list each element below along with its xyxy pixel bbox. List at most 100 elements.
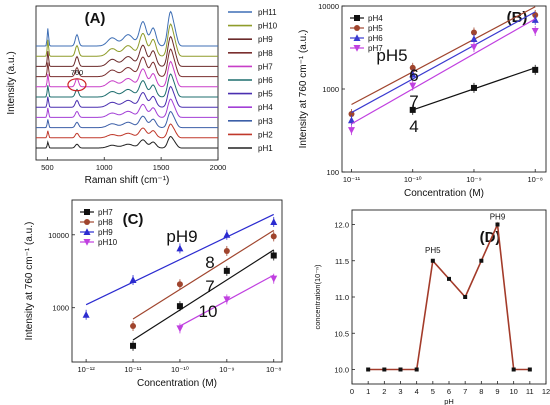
panel-a-spectrum-ph4 — [36, 98, 218, 118]
panel-b-legend-marker — [353, 34, 361, 41]
panel-b-point-ph7 — [409, 82, 417, 90]
panel-c: 10⁻¹² 10⁻¹¹ 10⁻¹⁰ 10⁻⁹ 10⁻⁸ 1000 10000 Concentr… — [24, 199, 283, 389]
panel-a-legend-label: pH1 — [258, 144, 273, 153]
panel-a-legend-label: pH10 — [258, 22, 278, 31]
panel-b-curve-label: 4 — [409, 117, 418, 136]
panel-d-label: (D) — [480, 229, 501, 246]
panel-b-point-ph4 — [470, 84, 477, 91]
panel-d-point — [511, 367, 516, 372]
panel-d-x-tick-label: 0 — [350, 387, 354, 396]
panel-b-curve-label: pH5 — [376, 46, 407, 65]
panel-c-x-tick-label: 10⁻¹¹ — [124, 365, 142, 374]
panel-c-curve-label: 10 — [199, 302, 218, 321]
panel-b-y-tick-label: 10000 — [318, 2, 339, 11]
panel-a-spectrum-ph8 — [36, 48, 218, 78]
panel-a-y-label: Intensity (a.u.) — [6, 51, 17, 114]
panel-a-spectrum-ph5 — [36, 85, 218, 108]
panel-a-legend-label: pH4 — [258, 103, 273, 112]
panel-d-y-label: concentration(10⁻ⁿ) — [313, 264, 322, 330]
panel-b-point-ph4 — [409, 106, 416, 113]
panel-a-label: (A) — [85, 10, 106, 27]
panel-b-y-tick-label: 1000 — [322, 85, 339, 94]
panel-c-curve-label: pH9 — [166, 227, 197, 246]
panel-d-annotation-ph9: PH9 — [490, 213, 506, 222]
panel-b-legend-marker — [354, 25, 360, 31]
panel-d-annotation-ph5: PH5 — [425, 246, 441, 255]
panel-a-spectrum-ph2 — [36, 123, 218, 139]
panel-b-legend-marker — [354, 15, 360, 21]
panel-b-curve-label: 7 — [409, 92, 418, 111]
panel-b-point-ph5 — [348, 110, 355, 117]
panel-c-point-ph9 — [129, 276, 137, 283]
panel-b-x-tick-label: 10⁻⁹ — [466, 175, 482, 184]
panel-b-point-ph6 — [347, 116, 355, 124]
panel-c-fit-ph7 — [132, 249, 275, 341]
panel-c-legend-label: pH10 — [98, 238, 118, 247]
panel-d-x-tick-label: 9 — [495, 387, 499, 396]
panel-c-point-ph7 — [130, 342, 137, 349]
panel-a-760-circle — [67, 78, 87, 92]
panel-c-point-ph9 — [176, 244, 184, 252]
panel-a-spectrum-ph7 — [36, 60, 218, 88]
panel-c-legend-marker — [84, 219, 90, 225]
panel-a-legend-label: pH6 — [258, 76, 273, 85]
panel-d-x-tick-label: 2 — [382, 387, 386, 396]
panel-b-x-tick-label: 10⁻¹¹ — [343, 175, 361, 184]
panel-a-legend-label: pH3 — [258, 117, 273, 126]
panel-c-point-ph7 — [223, 267, 230, 274]
panel-b-point-ph6 — [470, 35, 478, 43]
panel-a-legend-label: pH11 — [258, 8, 277, 17]
panel-c-y-tick-label: 1000 — [52, 304, 69, 313]
panel-c-fit-ph8 — [132, 229, 275, 320]
panel-d-point — [430, 258, 435, 263]
panel-c-legend-label: pH7 — [98, 208, 113, 217]
panel-a-frame — [35, 5, 219, 161]
panel-c-curve-label: 7 — [205, 277, 214, 296]
panel-c-point-ph8 — [270, 233, 277, 240]
panel-c-legend-marker — [83, 228, 91, 235]
panel-c-point-ph8 — [223, 247, 230, 254]
panel-c-point-ph8 — [130, 323, 137, 330]
panel-b-y-tick-label: 100 — [326, 168, 339, 177]
panel-d: 0 1 2 3 4 5 6 7 8 9 10 11 1210.010.511.011.512.0pHco… — [313, 209, 550, 405]
panel-b-y-label: Intensity at 760 cm⁻¹ (a.u.) — [298, 30, 309, 149]
panel-a-x-label: Raman shift (cm⁻¹) — [85, 175, 170, 186]
panel-d-x-tick-label: 11 — [526, 387, 534, 396]
panel-d-x-tick-label: 12 — [542, 387, 550, 396]
panel-d-y-tick-label: 11.0 — [335, 293, 349, 302]
panel-c-x-tick-label: 10⁻⁸ — [266, 365, 281, 374]
panel-d-x-label: pH — [444, 397, 454, 405]
panel-c-x-tick-label: 10⁻¹⁰ — [171, 365, 189, 374]
panel-d-y-tick-label: 10.0 — [334, 366, 349, 375]
panel-c-legend-label: pH9 — [98, 228, 113, 237]
panel-b-curve-label: 6 — [409, 66, 418, 85]
panel-a-x-tick-label: 500 — [41, 163, 54, 172]
panel-c-label: (C) — [123, 211, 144, 228]
panel-d-y-tick-label: 12.0 — [334, 221, 349, 230]
panel-d-x-tick-label: 7 — [463, 387, 467, 396]
panel-d-y-tick-label: 11.5 — [335, 257, 349, 266]
panel-b-point-ph7 — [531, 27, 539, 35]
panel-b-legend-marker — [353, 45, 361, 52]
panel-d-x-tick-label: 8 — [479, 387, 483, 396]
panel-a-x-tick-label: 1500 — [153, 163, 170, 172]
panel-b-point-ph7 — [347, 127, 355, 134]
panel-d-x-tick-label: 5 — [431, 387, 435, 396]
panel-c-point-ph9 — [223, 230, 231, 238]
panel-a: 500 1000 1500 2000 Raman shift (cm⁻¹) Intensi… — [6, 5, 278, 186]
panel-a-legend-label: pH7 — [258, 62, 273, 71]
panel-d-point — [414, 367, 419, 372]
panel-b-legend-label: pH6 — [368, 34, 383, 43]
panel-a-760-label: 760 — [71, 68, 84, 77]
panel-c-fit-ph9 — [85, 213, 275, 306]
panel-b-point-ph6 — [409, 70, 417, 78]
panel-b-point-ph5 — [409, 64, 416, 71]
panel-c-y-tick-label: 10000 — [48, 231, 69, 240]
panel-c-point-ph10 — [270, 275, 278, 283]
panel-d-x-tick-label: 3 — [398, 387, 402, 396]
panel-b-fit-ph5 — [351, 6, 536, 106]
panel-d-x-tick-label: 4 — [415, 387, 419, 396]
panel-c-point-ph7 — [270, 252, 277, 259]
panel-c-frame — [71, 199, 283, 363]
